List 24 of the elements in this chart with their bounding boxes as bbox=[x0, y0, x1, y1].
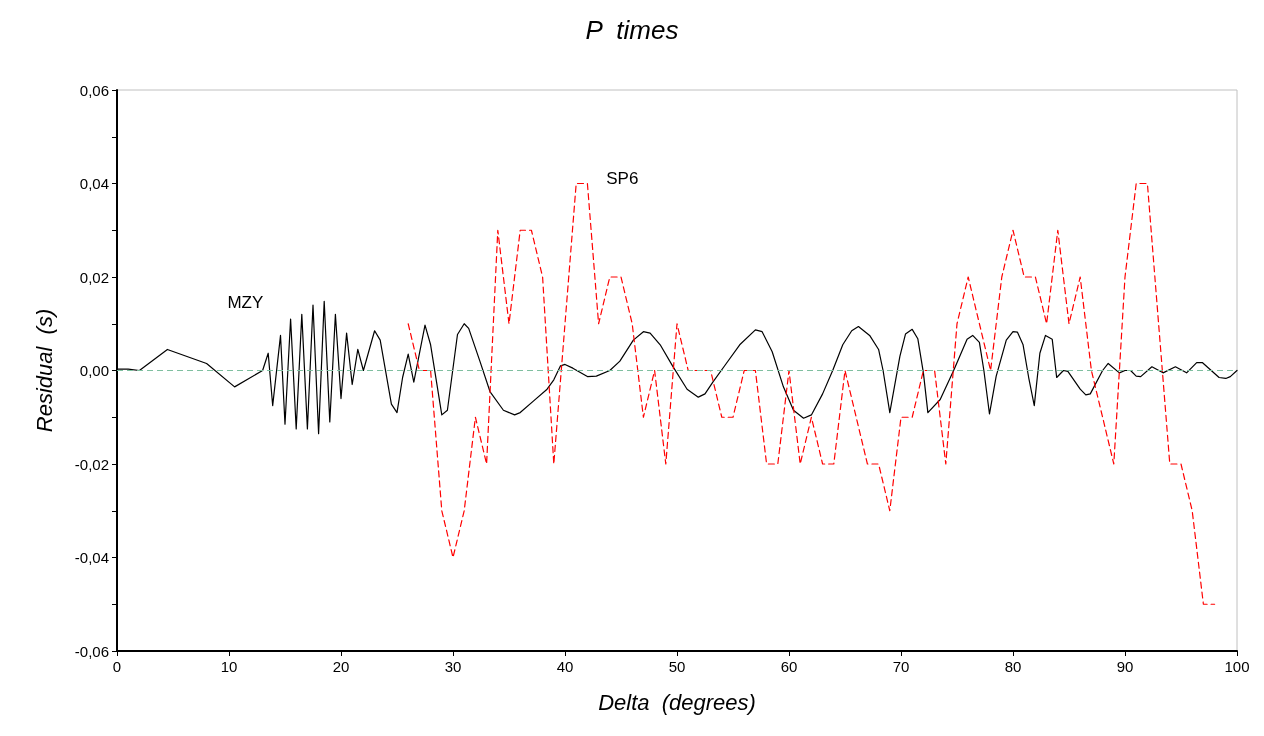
y-tick-label: -0,02 bbox=[74, 455, 109, 473]
chart-title: P times bbox=[585, 15, 679, 45]
series-label: SP6 bbox=[606, 168, 639, 188]
x-tick-label: 10 bbox=[220, 658, 238, 675]
y-tick-label: 0,04 bbox=[79, 175, 109, 192]
x-tick-label: 90 bbox=[1116, 658, 1134, 675]
x-tick-label: 20 bbox=[332, 658, 350, 675]
x-tick-label: 50 bbox=[668, 658, 686, 675]
x-tick-label: 70 bbox=[892, 658, 910, 675]
series-label: MZY bbox=[227, 293, 264, 313]
x-tick-label: 40 bbox=[556, 658, 574, 675]
x-tick-label: 60 bbox=[780, 658, 798, 675]
x-tick-label: 80 bbox=[1004, 658, 1022, 675]
y-tick-label: -0,06 bbox=[74, 642, 109, 660]
line-series bbox=[407, 182, 1216, 605]
y-tick-label: -0,04 bbox=[74, 549, 109, 566]
x-tick-label: 100 bbox=[1224, 658, 1250, 675]
x-axis-title: Delta (degrees) bbox=[598, 689, 756, 715]
x-tick-label: 0 bbox=[112, 658, 122, 675]
x-tick-label: 30 bbox=[444, 658, 462, 675]
y-tick-label: 0,06 bbox=[79, 81, 109, 99]
y-axis-title: Residual (s) bbox=[31, 308, 57, 433]
y-tick-label: 0,02 bbox=[79, 268, 109, 286]
y-tick-label: 0,00 bbox=[79, 362, 109, 379]
